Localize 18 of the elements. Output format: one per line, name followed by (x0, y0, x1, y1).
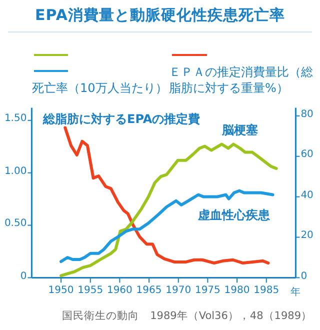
y2tick: 40 (300, 190, 314, 201)
annotation: ＥＰＡの推定消費量比（総 (169, 64, 313, 81)
series-name: 総脂肪に対するEPAの推定費 (43, 111, 200, 128)
y2tick: 20 (300, 230, 314, 242)
series-name: 脳梗塞 (222, 122, 258, 139)
annotation: 脂肪に対する重量%） (169, 80, 288, 97)
annotation: 死亡率（10万人当たり） (32, 80, 168, 97)
y2tick: 60 (300, 149, 314, 160)
ytick: 0.50 (4, 218, 27, 230)
y2tick: 80 (300, 108, 314, 120)
y2tick: 0 (300, 270, 308, 282)
xlabel: 年 (290, 286, 301, 299)
annotation: 国民衛生の動向 1989年（Vol36），48（1989） (62, 309, 312, 323)
ytick: 1.50 (4, 113, 27, 124)
ytick: 0 (20, 270, 27, 282)
series-name: 虚血性心疾患 (198, 207, 270, 224)
ytick: 1.00 (4, 166, 27, 177)
title: EPA消費量と動脈硬化性疾患死亡率 (34, 6, 286, 25)
